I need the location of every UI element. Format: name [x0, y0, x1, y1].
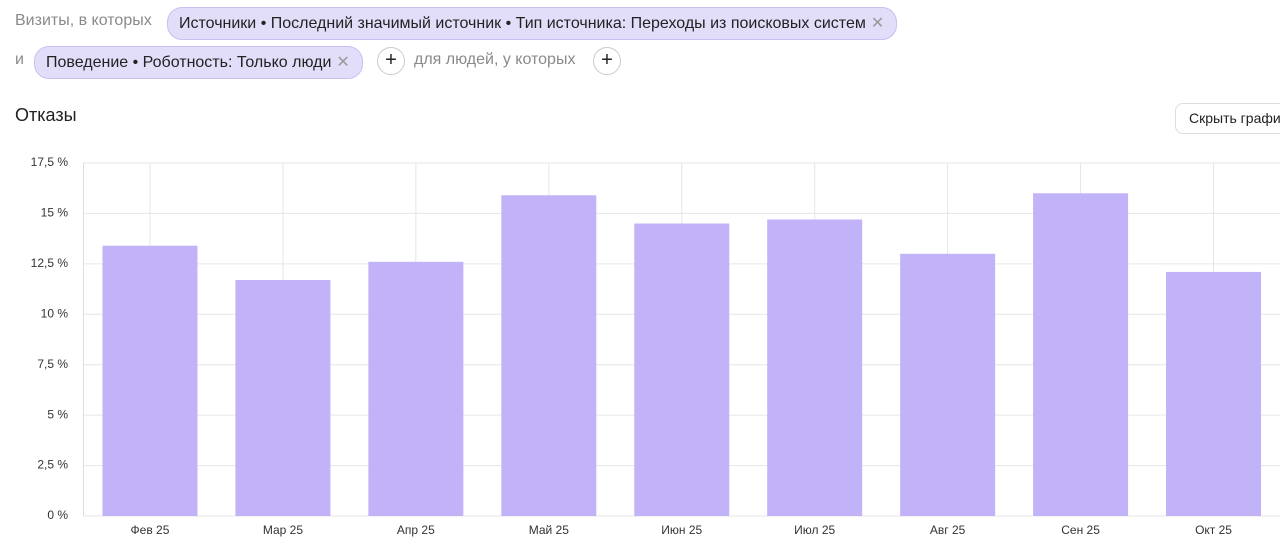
y-tick-label: 2,5 %: [37, 458, 68, 472]
y-tick-label: 15 %: [41, 206, 69, 220]
x-tick-label: Апр 25: [397, 523, 435, 537]
bar: [1166, 271, 1262, 516]
y-tick-label: 12,5 %: [31, 256, 69, 270]
x-tick-label: Июн 25: [661, 523, 702, 537]
x-tick-label: Май 25: [529, 523, 570, 537]
x-tick-label: Окт 25: [1195, 523, 1232, 537]
chart-title: Отказы: [15, 105, 77, 125]
bar: [1033, 193, 1129, 516]
y-tick-label: 7,5 %: [37, 357, 68, 371]
add-filter[interactable]: +: [377, 47, 405, 75]
bar: [501, 195, 597, 516]
y-tick-label: 10 %: [41, 306, 69, 320]
filter-prefix: Визиты, в которых: [15, 12, 152, 29]
chip-remove[interactable]: ✕: [336, 54, 350, 71]
x-tick-label: Мар 25: [263, 523, 303, 537]
add-filter[interactable]: +: [593, 47, 621, 75]
bar: [767, 219, 863, 517]
filter-chip[interactable]: Поведение • Роботность: Только люди ✕: [34, 46, 363, 79]
x-tick-label: Фев 25: [131, 523, 170, 537]
filter-conjunction: и: [15, 51, 24, 68]
chip-text: Источники • Последний значимый источник …: [179, 15, 866, 32]
bar: [102, 245, 198, 516]
bar: [634, 223, 730, 516]
bar: [235, 279, 331, 516]
bar: [368, 261, 464, 516]
x-tick-label: Сен 25: [1061, 523, 1100, 537]
bar: [900, 253, 996, 516]
filter-chip[interactable]: Источники • Последний значимый источник …: [167, 7, 898, 40]
y-tick-label: 5 %: [47, 407, 68, 421]
hide-chart-button[interactable]: Скрыть графи: [1175, 103, 1280, 134]
y-tick-label: 0 %: [47, 508, 68, 522]
people-label: для людей, у которых: [414, 51, 576, 68]
chip-text: Поведение • Роботность: Только люди: [46, 54, 332, 71]
x-tick-label: Июл 25: [794, 523, 835, 537]
chip-remove[interactable]: ✕: [870, 15, 885, 32]
y-tick-label: 17,5 %: [31, 155, 69, 169]
x-tick-label: Авг 25: [930, 523, 966, 537]
